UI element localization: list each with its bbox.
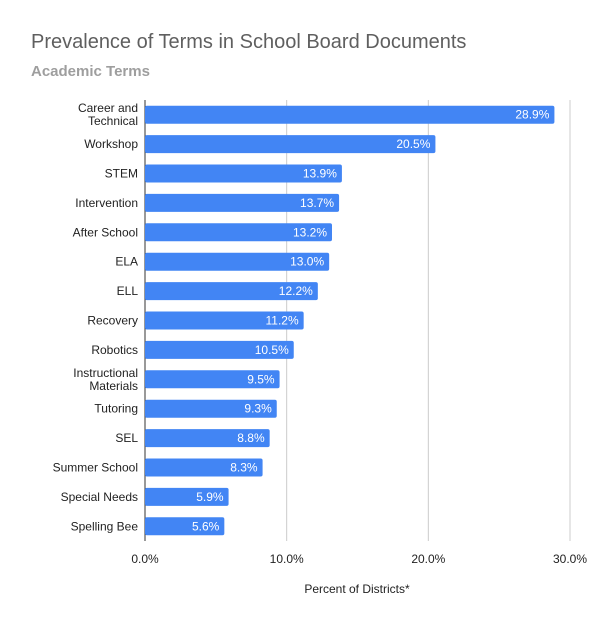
data-label: 11.2%: [266, 314, 299, 328]
bar: [145, 429, 270, 448]
category-label: Career and Technical: [78, 101, 138, 128]
data-label: 12.2%: [279, 284, 313, 298]
chart-subtitle: Academic Terms: [31, 63, 150, 80]
bar: [145, 252, 330, 271]
category-label: Robotics: [91, 343, 138, 357]
category-label: Spelling Bee: [71, 519, 139, 533]
data-label: 13.2%: [293, 225, 327, 239]
data-label: 5.9%: [196, 490, 224, 504]
data-label: 13.7%: [300, 196, 334, 210]
data-label: 20.5%: [396, 137, 430, 151]
category-label: Tutoring: [94, 402, 138, 416]
data-label: 13.9%: [303, 167, 337, 181]
category-label: ELL: [117, 284, 139, 298]
bar: [145, 105, 555, 124]
x-tick-label: 0.0%: [131, 552, 159, 566]
x-tick-label: 30.0%: [553, 552, 587, 566]
data-label: 5.6%: [192, 519, 220, 533]
category-label: Intervention: [75, 196, 138, 210]
bar: [145, 399, 277, 418]
bar: [145, 370, 280, 389]
data-label: 28.9%: [515, 108, 549, 122]
data-label: 8.3%: [230, 461, 258, 475]
category-label: Special Needs: [61, 490, 138, 504]
bar: [145, 517, 225, 536]
category-label: STEM: [105, 167, 138, 181]
category-label: Summer School: [53, 461, 138, 475]
bar: [145, 223, 332, 242]
bar: [145, 340, 294, 359]
bar: [145, 282, 318, 301]
x-axis-title: Percent of Districts*: [304, 582, 410, 596]
data-label: 10.5%: [255, 343, 289, 357]
bar: [145, 487, 229, 506]
category-label: Instructional Materials: [73, 366, 138, 393]
x-tick-label: 20.0%: [411, 552, 445, 566]
bar: [145, 193, 340, 212]
bar: [145, 164, 342, 183]
data-label: 9.3%: [244, 402, 272, 416]
data-label: 8.8%: [237, 431, 265, 445]
bar: [145, 458, 263, 477]
category-label: Recovery: [87, 314, 138, 328]
data-label: 9.5%: [247, 372, 275, 386]
bar: [145, 135, 436, 154]
category-label: SEL: [115, 431, 138, 445]
category-label: After School: [73, 225, 138, 239]
bar: [145, 311, 304, 330]
x-tick-label: 10.0%: [270, 552, 304, 566]
data-label: 13.0%: [290, 255, 324, 269]
chart-title: Prevalence of Terms in School Board Docu…: [31, 31, 467, 53]
category-label: ELA: [115, 255, 138, 269]
category-label: Workshop: [84, 137, 138, 151]
